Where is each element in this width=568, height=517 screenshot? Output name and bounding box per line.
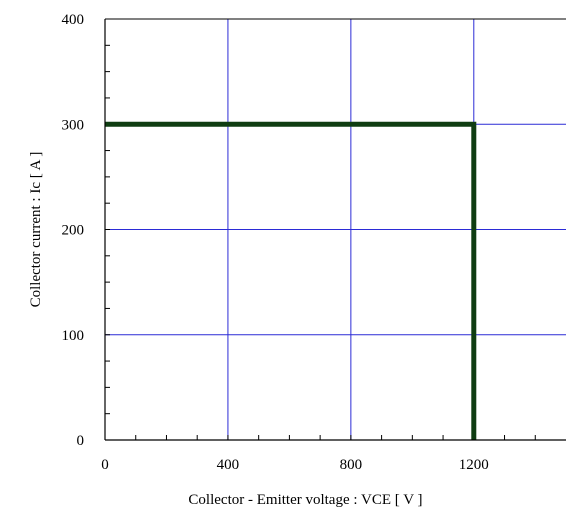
x-tick-label: 400 bbox=[217, 457, 240, 473]
minor-ticks bbox=[105, 44, 536, 440]
x-tick-label: 800 bbox=[340, 457, 363, 473]
series-layer bbox=[105, 121, 477, 440]
y-tick-label: 300 bbox=[62, 117, 85, 133]
x-tick-label: 1200 bbox=[459, 457, 489, 473]
x-axis-label: Collector - Emitter voltage : VCE [ V ] bbox=[188, 492, 422, 508]
y-tick-label: 100 bbox=[62, 328, 85, 344]
series-line-0 bbox=[105, 121, 477, 440]
tick-labels: 0 400 800 1200 0 100 200 300 400 bbox=[62, 12, 489, 473]
y-tick-label: 200 bbox=[62, 223, 85, 239]
y-tick-label: 0 bbox=[77, 433, 85, 449]
plot-frame bbox=[104, 18, 566, 441]
grid bbox=[105, 19, 566, 440]
x-tick-label: 0 bbox=[101, 457, 109, 473]
y-tick-label: 400 bbox=[62, 12, 85, 28]
y-axis-label: Collector current : Ic [ A ] bbox=[28, 152, 44, 308]
